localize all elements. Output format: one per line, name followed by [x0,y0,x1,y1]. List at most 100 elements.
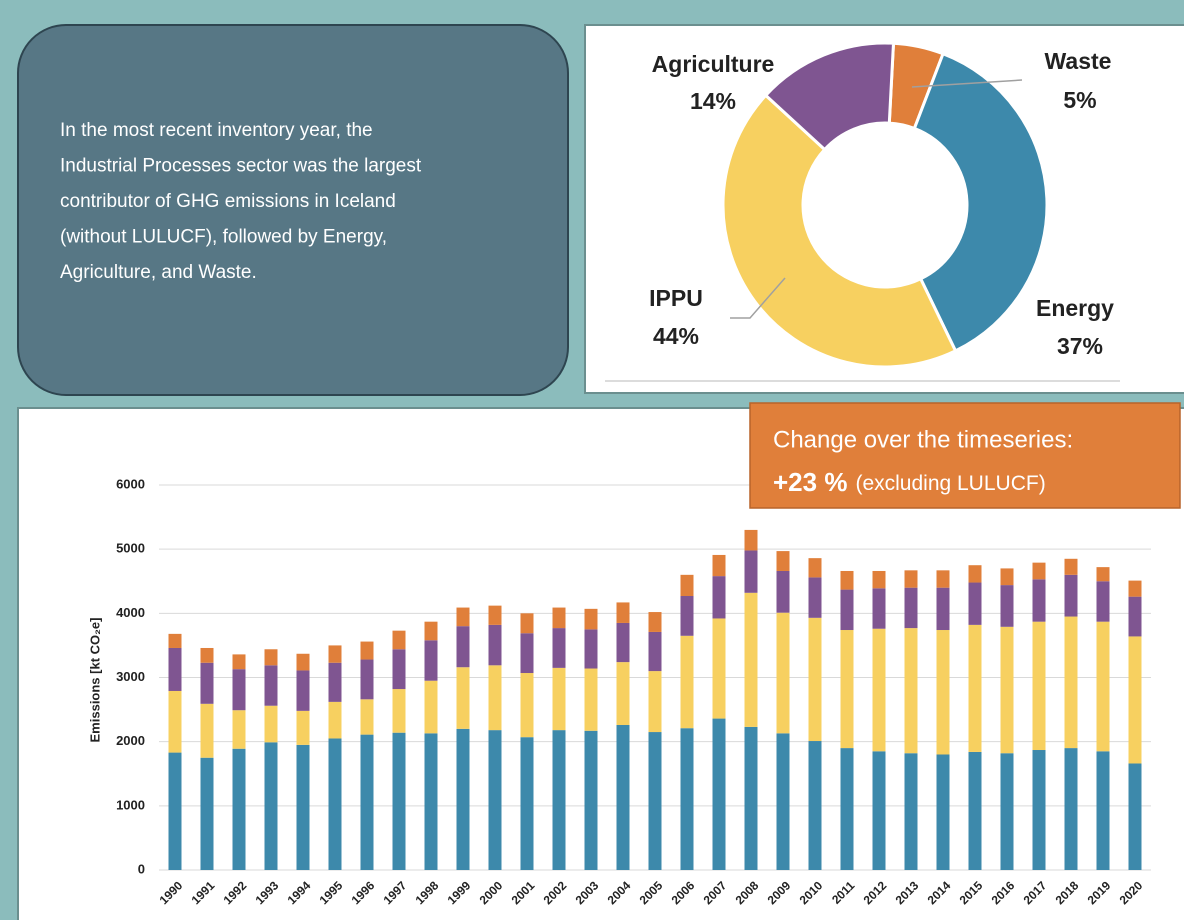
bar-segment [296,744,310,870]
bar-segment [392,732,406,870]
bar-segment [488,665,502,731]
bar-segment [1064,616,1078,749]
bar-segment [616,662,630,725]
bar-segment [1128,596,1142,637]
bar-segment [872,751,886,870]
bar-segment [616,724,630,870]
bar-segment [232,710,246,749]
bar-segment [1000,585,1014,627]
bar-segment [584,629,598,669]
bar-segment [776,612,790,734]
bar-segment [296,670,310,711]
bar-segment [872,588,886,629]
bar-segment [584,668,598,731]
bar-segment [200,703,214,758]
bar-segment [1032,621,1046,751]
bar-segment [840,589,854,631]
bar-segment [360,734,374,870]
bar-segment [520,673,534,738]
bar-segment [328,738,342,870]
bar-segment [968,751,982,870]
bar-segment [808,617,822,742]
bar-segment [360,659,374,700]
panel-line: Industrial Processes sector was the larg… [60,156,422,177]
bar-segment [744,529,758,551]
bar-segment [744,592,758,727]
bar-segment [1032,579,1046,622]
donut-category-label: IPPU [649,285,703,311]
bar-segment [296,710,310,745]
bar-segment [712,554,726,577]
bar-segment [968,624,982,752]
bar-segment [488,624,502,666]
bar-segment [776,733,790,870]
panel-line: Agriculture, and Waste. [60,262,257,283]
bar-segment [648,631,662,672]
bar-segment [328,701,342,739]
bar-segment [808,558,822,578]
bar-segment [360,641,374,660]
bar-segment [776,551,790,571]
bar-segment [232,669,246,711]
donut-segment [721,93,958,369]
bar-segment [712,718,726,870]
bar-segment [1096,621,1110,752]
bar-segment [1096,751,1110,870]
y-tick-label: 2000 [116,733,145,748]
bar-segment [904,587,918,629]
bar-segment [1128,763,1142,870]
bar-segment [936,587,950,631]
bar-segment [1096,567,1110,582]
bar-segment [616,622,630,663]
donut-segment [912,51,1049,353]
bar-segment [488,605,502,625]
bar-segment [552,607,566,629]
bar-segment [648,732,662,870]
panel-line: contributor of GHG emissions in Iceland [60,191,396,212]
callout-title: Change over the timeseries: [773,426,1073,453]
bar-segment [296,653,310,671]
bar-segment [680,596,694,636]
bar-segment [1064,748,1078,870]
bar-segment [648,612,662,632]
donut-value-label: 5% [1063,87,1096,113]
bar-segment [968,565,982,583]
bar-segment [360,699,374,735]
bar-segment [744,550,758,593]
bar-segment [1000,626,1014,754]
bar-segment [264,665,278,706]
bar-segment [776,570,790,613]
bar-segment [392,630,406,650]
panel-text: In the most recent inventory year, the In… [60,120,422,283]
donut-category-label: Agriculture [652,51,775,77]
bar-segment [808,577,822,618]
panel-line: In the most recent inventory year, the [60,120,373,141]
bar-segment [264,649,278,666]
y-tick-label: 1000 [116,797,145,812]
donut-segment [763,41,896,152]
bar-segment [456,728,470,870]
bar-segment [328,662,342,702]
bar-segment [840,570,854,590]
y-tick-label: 6000 [116,476,145,491]
donut-value-label: 37% [1057,333,1103,359]
bar-segment [520,613,534,634]
bar-segment [200,662,214,704]
bar-segment [1128,580,1142,597]
y-tick-label: 0 [138,861,145,876]
bar-segment [1032,562,1046,580]
donut-chart: Waste 5% Energy 37% IPPU 44% Agriculture 14% [649,41,1114,369]
bar-segment [936,754,950,870]
bar-segment [552,730,566,870]
bar-segment [1032,750,1046,870]
bar-segment [264,742,278,870]
bar-segment [264,705,278,743]
bar-segment [616,602,630,623]
callout-text: +23 % (excluding LULUCF) [773,467,1046,497]
y-tick-label: 5000 [116,541,145,556]
bar-segment [1000,753,1014,870]
bar-segment [520,737,534,870]
bar-segment [648,671,662,733]
bar-segment [168,647,182,691]
bar-segment [840,630,854,749]
